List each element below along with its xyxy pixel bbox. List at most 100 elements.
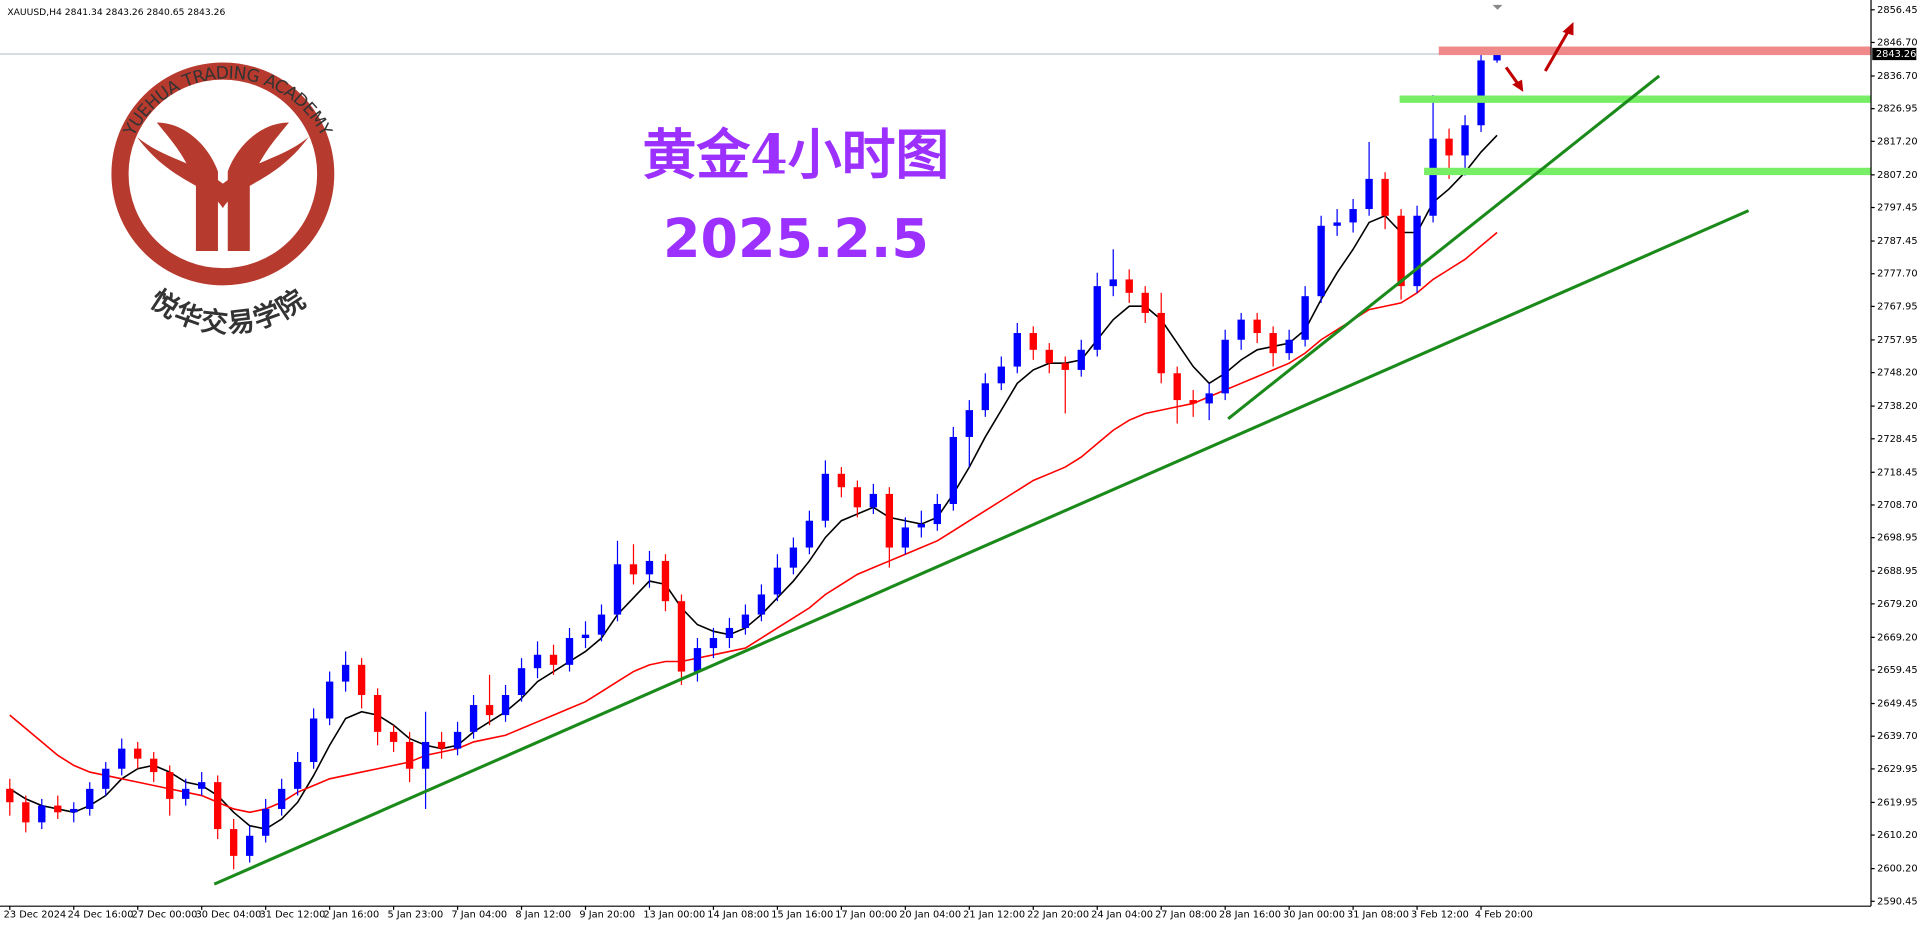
y-tick-label: 2708.70 xyxy=(1877,500,1917,511)
candle-body xyxy=(485,705,494,716)
x-tick-label: 9 Jan 20:00 xyxy=(579,910,635,921)
candle-body xyxy=(853,487,862,508)
candle-body xyxy=(1365,178,1373,210)
candle-body xyxy=(1285,339,1293,354)
candle-body xyxy=(325,681,334,719)
y-tick-label: 2639.70 xyxy=(1877,731,1917,742)
logo-ring xyxy=(111,62,335,286)
y-tick-label: 2669.20 xyxy=(1877,632,1917,643)
candle-body xyxy=(1237,319,1245,340)
candle-body xyxy=(1493,54,1501,61)
candle-body xyxy=(1205,393,1213,404)
y-tick-label: 2688.95 xyxy=(1877,566,1917,577)
y-tick-label: 2600.20 xyxy=(1877,864,1917,875)
price-label-box xyxy=(1872,47,1917,61)
logo-shape xyxy=(156,122,218,252)
open-price: 2841.34 xyxy=(65,7,103,18)
candle-body xyxy=(261,808,270,836)
candle-body xyxy=(1445,138,1453,156)
candle-body xyxy=(54,805,62,813)
arrow-up xyxy=(1543,29,1570,72)
trend-line xyxy=(213,209,1750,886)
candle-body xyxy=(549,654,558,665)
y-tick-label: 2777.70 xyxy=(1877,269,1917,280)
support-zone xyxy=(1399,95,1872,103)
y-tick-label: 2679.20 xyxy=(1877,599,1917,610)
candle-body xyxy=(277,788,286,809)
candle-body xyxy=(198,782,206,789)
x-tick-label: 21 Jan 12:00 xyxy=(963,910,1025,921)
candle-body xyxy=(1141,292,1149,313)
candle-body xyxy=(1221,339,1229,394)
scroll-marker xyxy=(1492,4,1503,10)
logo-shape xyxy=(137,137,309,209)
moving-average xyxy=(9,134,1498,830)
candle-body xyxy=(1125,279,1133,293)
candle-body xyxy=(246,835,254,856)
candle-body xyxy=(949,436,957,504)
candle-body xyxy=(134,748,142,759)
candle-body xyxy=(805,520,814,548)
candle-body xyxy=(1477,60,1485,126)
y-tick-label: 2728.45 xyxy=(1877,434,1917,445)
candle-body xyxy=(1157,312,1165,374)
y-tick-label: 2807.20 xyxy=(1877,170,1917,181)
candle-body xyxy=(677,601,686,672)
candle-body xyxy=(933,503,941,525)
chart-title: 黄金4小时图 xyxy=(643,122,950,186)
y-tick-label: 2610.20 xyxy=(1877,830,1917,841)
x-tick-label: 13 Jan 00:00 xyxy=(643,910,705,921)
logo-shape xyxy=(227,122,289,252)
candle-body xyxy=(1381,178,1389,216)
y-tick-label: 2649.45 xyxy=(1877,699,1917,710)
candle-body xyxy=(565,638,574,665)
candle-body xyxy=(965,410,973,437)
x-tick-label: 5 Jan 23:00 xyxy=(387,910,443,921)
candle-body xyxy=(6,788,14,803)
candle-body xyxy=(1269,333,1277,354)
candle-body xyxy=(821,473,830,521)
y-tick-label: 2698.95 xyxy=(1877,533,1917,544)
candle-body xyxy=(1397,215,1405,287)
candle-body xyxy=(757,594,766,615)
y-tick-label: 2590.45 xyxy=(1877,896,1917,907)
candle-body xyxy=(1109,279,1117,287)
y-tick-label: 2817.20 xyxy=(1877,136,1917,147)
candle-body xyxy=(885,493,894,548)
candle-body xyxy=(437,741,446,749)
candle-body xyxy=(533,654,542,669)
x-tick-label: 24 Dec 16:00 xyxy=(68,910,134,921)
candle-body xyxy=(741,614,750,628)
x-tick-label: 28 Jan 16:00 xyxy=(1219,910,1281,921)
resistance-zone xyxy=(1438,46,1872,56)
candle-body xyxy=(773,567,782,595)
y-tick-label: 2619.95 xyxy=(1877,797,1917,808)
candle-body xyxy=(86,788,94,809)
y-tick-label: 2767.95 xyxy=(1877,301,1917,312)
x-tick-label: 14 Jan 08:00 xyxy=(707,910,769,921)
low-price: 2840.65 xyxy=(147,7,185,18)
x-tick-label: 15 Jan 16:00 xyxy=(771,910,833,921)
candle-body xyxy=(1061,363,1069,370)
x-tick-label: 20 Jan 04:00 xyxy=(899,910,961,921)
candle-body xyxy=(102,768,110,789)
candle-body xyxy=(789,547,798,568)
x-tick-label: 23 Dec 2024 xyxy=(4,910,66,921)
x-tick-label: 30 Jan 00:00 xyxy=(1283,910,1345,921)
candle-body xyxy=(693,648,702,672)
candle-body xyxy=(70,808,78,813)
drawings xyxy=(213,22,1872,886)
candle-body xyxy=(709,638,718,649)
candle-body xyxy=(981,383,989,411)
candle-body xyxy=(1029,333,1037,350)
candle-body xyxy=(597,614,606,635)
candle-body xyxy=(869,493,878,508)
x-tick-label: 7 Jan 04:00 xyxy=(451,910,507,921)
candle-body xyxy=(38,805,46,823)
candle-body xyxy=(1077,349,1085,370)
candle-body xyxy=(214,782,222,830)
candle-body xyxy=(230,829,238,856)
y-tick-label: 2718.45 xyxy=(1877,467,1917,478)
y-tick-label: 2757.95 xyxy=(1877,335,1917,346)
